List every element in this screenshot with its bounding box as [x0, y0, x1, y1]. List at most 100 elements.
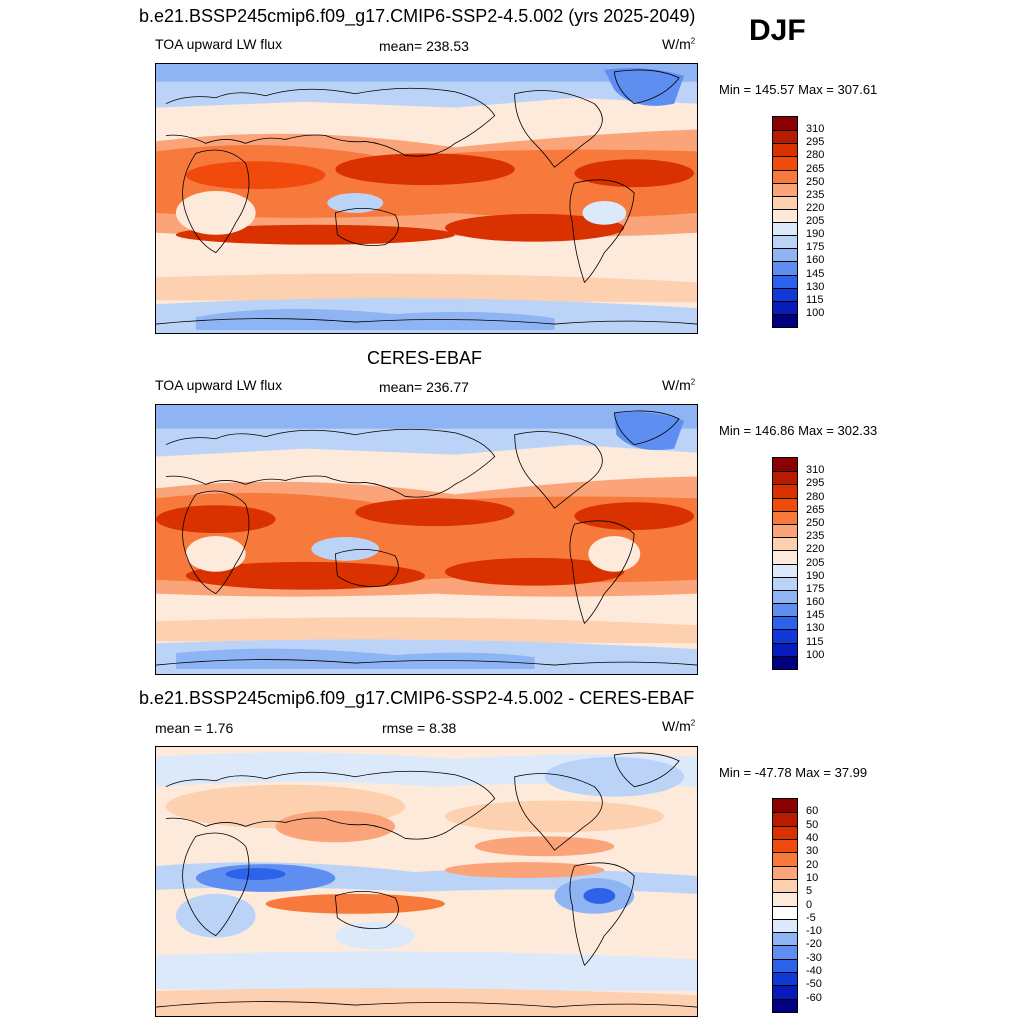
colorbar-segment [773, 945, 797, 959]
colorbar-segment [773, 195, 797, 209]
colorbar-segment [773, 616, 797, 630]
panel3-colorbar [772, 798, 798, 1013]
season-label: DJF [749, 14, 806, 47]
colorbar-segment [773, 274, 797, 288]
colorbar-tick-label: 250 [806, 175, 825, 188]
colorbar-tick-label: 0 [806, 898, 813, 911]
colorbar-segment [773, 130, 797, 144]
colorbar-segment [773, 117, 797, 131]
colorbar-segment [773, 998, 797, 1012]
colorbar-tick-label: -60 [806, 991, 822, 1004]
colorbar-segment [773, 825, 797, 839]
colorbar-segment [773, 208, 797, 222]
colorbar-segment [773, 169, 797, 183]
panel2-mean-label: mean= 236.77 [379, 379, 469, 395]
colorbar-segment [773, 248, 797, 262]
colorbar-tick-label: 50 [806, 818, 819, 831]
colorbar-segment [773, 655, 797, 669]
panel1-variable-label: TOA upward LW flux [155, 36, 283, 52]
colorbar-segment [773, 629, 797, 643]
colorbar-segment [773, 892, 797, 906]
colorbar-segment [773, 523, 797, 538]
panel2-units: W/m2 [662, 377, 696, 393]
panel2-title: CERES-EBAF [367, 348, 483, 368]
colorbar-segment [773, 222, 797, 236]
panel3-mean-label: mean = 1.76 [155, 720, 234, 736]
panel3-units: W/m2 [662, 718, 696, 734]
colorbar-segment [773, 458, 797, 472]
panel1-colorbar [772, 116, 798, 328]
colorbar-tick-label: 40 [806, 831, 819, 844]
colorbar-segment [773, 838, 797, 853]
colorbar-segment [773, 576, 797, 590]
colorbar-tick-label: -40 [806, 965, 822, 978]
colorbar-tick-label: 115 [806, 293, 824, 306]
colorbar-segment [773, 182, 797, 196]
colorbar-tick-label: 5 [806, 885, 813, 898]
colorbar-segment [773, 865, 797, 879]
colorbar-tick-label: 175 [806, 582, 825, 595]
colorbar-tick-label: 220 [806, 201, 825, 214]
colorbar-segment [773, 603, 797, 617]
colorbar-segment [773, 589, 797, 604]
colorbar-tick-label: 205 [806, 215, 825, 227]
panel2-colorbar [772, 457, 798, 670]
colorbar-tick-label: 145 [806, 267, 825, 280]
colorbar-segment [773, 799, 797, 813]
colorbar-segment [773, 287, 797, 301]
colorbar-segment [773, 300, 797, 314]
colorbar-segment [773, 905, 797, 919]
colorbar-segment [773, 156, 797, 170]
colorbar-tick-label: 115 [806, 635, 824, 648]
colorbar-tick-label: 130 [806, 622, 825, 635]
panel2-map [155, 404, 698, 675]
panel2-variable-label: TOA upward LW flux [155, 377, 283, 393]
colorbar-tick-label: 265 [806, 162, 825, 175]
colorbar-segment [773, 642, 797, 656]
colorbar-tick-label: -10 [806, 925, 822, 938]
colorbar-tick-label: 250 [806, 516, 825, 529]
colorbar-tick-label: 10 [806, 871, 819, 884]
colorbar-segment [773, 812, 797, 826]
panel3-title: b.e21.BSSP245cmip6.f09_g17.CMIP6-SSP2-4.… [139, 688, 695, 708]
colorbar-tick-label: 265 [806, 503, 825, 516]
colorbar-tick-label: 280 [806, 149, 825, 162]
colorbar-segment [773, 261, 797, 275]
colorbar-tick-label: 295 [806, 136, 825, 149]
colorbar-tick-label: 205 [806, 556, 825, 569]
colorbar-tick-label: 30 [806, 845, 819, 858]
colorbar-segment [773, 537, 797, 551]
colorbar-segment [773, 471, 797, 485]
colorbar-segment [773, 958, 797, 973]
panel1-map [155, 63, 698, 334]
colorbar-tick-label: -50 [806, 978, 822, 991]
colorbar-segment [773, 510, 797, 524]
colorbar-tick-label: 235 [806, 530, 825, 543]
colorbar-tick-label: 160 [806, 596, 825, 609]
panel1-minmax: Min = 145.57 Max = 307.61 [719, 82, 878, 97]
colorbar-tick-label: -5 [806, 911, 816, 924]
colorbar-tick-label: 310 [806, 464, 825, 477]
colorbar-tick-label: 160 [806, 254, 825, 267]
colorbar-segment [773, 235, 797, 249]
colorbar-tick-label: 310 [806, 123, 825, 136]
panel3-minmax: Min = -47.78 Max = 37.99 [719, 765, 868, 780]
colorbar-tick-label: 235 [806, 188, 825, 201]
colorbar-tick-label: 190 [806, 228, 825, 241]
panel3-map [155, 746, 698, 1017]
colorbar-tick-label: 295 [806, 477, 825, 490]
colorbar-segment [773, 313, 797, 327]
colorbar-segment [773, 563, 797, 577]
colorbar-tick-label: 220 [806, 543, 825, 556]
colorbar-segment [773, 143, 797, 157]
colorbar-segment [773, 878, 797, 893]
colorbar-tick-label: 280 [806, 490, 825, 503]
colorbar-segment [773, 852, 797, 866]
colorbar-segment [773, 484, 797, 498]
colorbar-tick-label: 60 [806, 805, 819, 818]
colorbar-segment [773, 918, 797, 933]
colorbar-tick-label: 100 [806, 306, 825, 319]
colorbar-tick-label: 145 [806, 609, 825, 622]
colorbar-tick-label: 190 [806, 569, 825, 582]
colorbar-tick-label: 130 [806, 280, 825, 293]
